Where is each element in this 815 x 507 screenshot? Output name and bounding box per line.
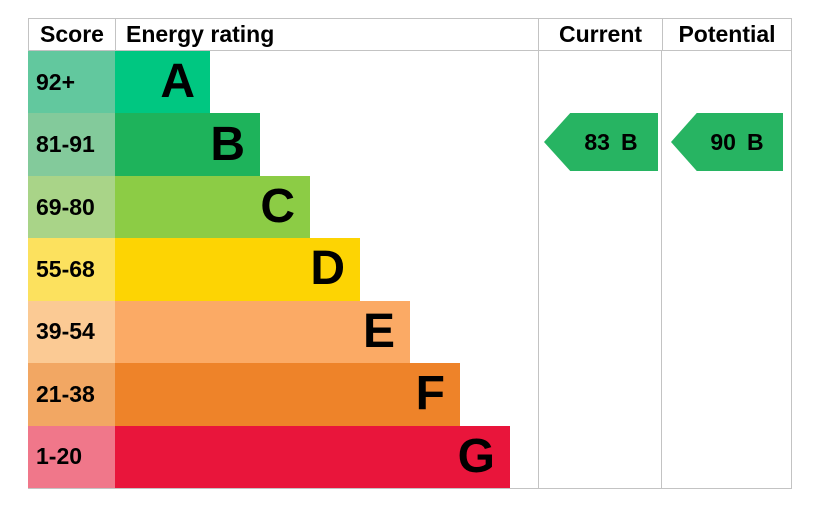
band-bar-f: F [115, 363, 460, 426]
band-letter-g: G [457, 429, 495, 483]
band-row-f: 21-38 F [28, 363, 538, 426]
band-bar-e: E [115, 300, 410, 364]
score-range-c: 69-80 [28, 175, 115, 239]
band-row-d: 55-68 D [28, 238, 538, 301]
score-range-b: 81-91 [28, 113, 115, 176]
band-bar-b: B [115, 113, 260, 176]
bands-area: 92+ A 81-91 B 69-80 C 55-68 D 39-54 [28, 51, 538, 488]
score-range-d: 55-68 [28, 238, 115, 301]
band-row-e: 39-54 E [28, 300, 538, 364]
band-letter-c: C [260, 180, 295, 234]
score-column-header: Score [28, 18, 115, 51]
current-rating-band: B [620, 128, 638, 155]
band-bar-c: C [115, 175, 310, 239]
current-rating-arrow: 83 B [544, 113, 658, 171]
current-rating-value: 83 [584, 128, 610, 155]
potential-column-header: Potential [662, 18, 792, 51]
potential-rating-value: 90 [710, 128, 736, 155]
band-letter-a: A [160, 55, 195, 109]
epc-table: Score Energy rating Current Potential 92… [28, 18, 792, 489]
score-range-g: 1-20 [28, 425, 115, 488]
band-row-g: 1-20 G [28, 425, 538, 488]
band-bar-d: D [115, 238, 360, 301]
score-range-a: 92+ [28, 51, 115, 114]
band-letter-d: D [310, 242, 345, 296]
current-column: 83 B [538, 51, 662, 488]
score-range-e: 39-54 [28, 300, 115, 364]
score-range-f: 21-38 [28, 363, 115, 426]
band-row-c: 69-80 C [28, 175, 538, 239]
potential-rating-band: B [746, 128, 764, 155]
band-bar-g: G [115, 425, 510, 488]
band-letter-b: B [210, 117, 245, 171]
band-letter-f: F [415, 367, 445, 421]
band-bar-a: A [115, 51, 210, 114]
chart-body: 92+ A 81-91 B 69-80 C 55-68 D 39-54 [28, 51, 792, 489]
band-row-a: 92+ A [28, 51, 538, 114]
energy-rating-column-header: Energy rating [115, 18, 538, 51]
header-row: Score Energy rating Current Potential [28, 18, 792, 51]
potential-rating-arrow: 90 B [671, 113, 783, 171]
potential-column: 90 B [662, 51, 792, 488]
band-row-b: 81-91 B [28, 113, 538, 176]
band-letter-e: E [362, 304, 395, 358]
current-column-header: Current [538, 18, 662, 51]
